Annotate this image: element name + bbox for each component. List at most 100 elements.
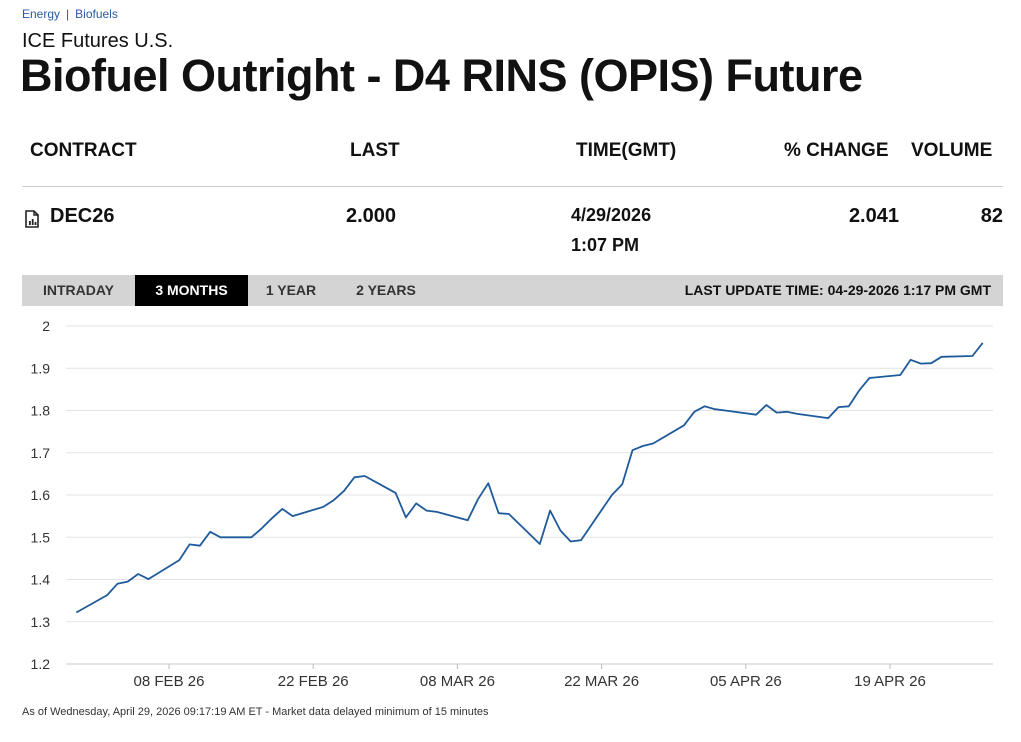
data-point xyxy=(796,413,798,415)
last-cell: 2.000 xyxy=(346,205,397,227)
breadcrumb-biofuels-link[interactable]: Biofuels xyxy=(75,7,118,21)
tab-3-months[interactable]: 3 MONTHS xyxy=(135,275,248,306)
data-point xyxy=(549,509,551,511)
y-tick-label: 1.8 xyxy=(31,403,51,419)
data-point xyxy=(765,404,767,406)
data-point xyxy=(611,494,613,496)
data-point xyxy=(75,611,77,613)
data-point xyxy=(415,502,417,504)
data-point xyxy=(436,511,438,513)
y-tick-label: 2 xyxy=(42,318,50,334)
data-point xyxy=(487,482,489,484)
data-point xyxy=(178,559,180,561)
data-point xyxy=(982,342,984,344)
data-point xyxy=(786,411,788,413)
data-point xyxy=(250,536,252,538)
data-point xyxy=(642,445,644,447)
table-divider xyxy=(22,186,1003,187)
last-update-time: LAST UPDATE TIME: 04-29-2026 1:17 PM GMT xyxy=(684,282,991,298)
data-point xyxy=(467,519,469,521)
data-point xyxy=(261,527,263,529)
x-tick-label: 05 APR 26 xyxy=(710,673,782,690)
data-point xyxy=(827,417,829,419)
tab-intraday[interactable]: INTRADAY xyxy=(42,282,115,298)
data-point xyxy=(281,508,283,510)
breadcrumb-separator: | xyxy=(66,7,70,21)
data-point xyxy=(477,498,479,500)
data-point xyxy=(621,483,623,485)
data-point xyxy=(199,545,201,547)
time-cell: 1:07 PM xyxy=(571,235,640,255)
data-point xyxy=(539,543,541,545)
data-point xyxy=(271,517,273,519)
data-delay-footnote: As of Wednesday, April 29, 2026 09:17:19… xyxy=(22,706,489,718)
price-line-chart: 2 1.9 1.8 1.7 1.6 1.5 1.4 1.3 1.2 08 FEB 26 22 FEB… xyxy=(31,318,993,690)
x-tick-label: 22 MAR 26 xyxy=(564,673,639,690)
volume-header: VOLUME xyxy=(911,140,993,161)
data-point xyxy=(693,411,695,413)
y-tick-label: 1.2 xyxy=(31,656,51,672)
data-point xyxy=(920,362,922,364)
data-point xyxy=(652,442,654,444)
x-tick-label: 19 APR 26 xyxy=(854,673,926,690)
exchange-name: ICE Futures U.S. xyxy=(22,30,174,52)
page-title: Biofuel Outright - D4 RINS (OPIS) Future xyxy=(20,50,863,101)
data-point xyxy=(353,476,355,478)
contract-cell[interactable]: DEC26 xyxy=(50,205,115,227)
pct-change-header: % CHANGE xyxy=(784,140,889,161)
data-point xyxy=(508,513,510,515)
data-point xyxy=(322,506,324,508)
data-point xyxy=(940,356,942,358)
data-point xyxy=(188,543,190,545)
tab-1-year[interactable]: 1 YEAR xyxy=(265,282,317,298)
price-series-line xyxy=(75,342,984,614)
data-point xyxy=(899,374,901,376)
data-point xyxy=(776,411,778,413)
volume-cell: 82 xyxy=(980,205,1003,227)
data-point xyxy=(106,594,108,596)
y-tick-label: 1.9 xyxy=(31,360,51,376)
data-point xyxy=(291,515,293,517)
data-point xyxy=(724,409,726,411)
data-point xyxy=(848,405,850,407)
data-point xyxy=(580,539,582,541)
y-tick-label: 1.6 xyxy=(31,487,51,503)
data-point xyxy=(394,492,396,494)
pct-change-cell: 2.041 xyxy=(848,205,899,227)
y-tick-label: 1.4 xyxy=(31,572,51,588)
breadcrumb: Energy | Biofuels xyxy=(22,7,118,21)
data-point xyxy=(930,362,932,364)
x-tick-label: 08 FEB 26 xyxy=(134,673,205,690)
x-tick-label: 08 MAR 26 xyxy=(420,673,495,690)
data-point xyxy=(147,578,149,580)
breadcrumb-energy-link[interactable]: Energy xyxy=(22,7,61,21)
data-point xyxy=(127,580,129,582)
data-point xyxy=(909,359,911,361)
y-tick-label: 1.5 xyxy=(31,529,51,545)
data-point xyxy=(971,355,973,357)
last-header: LAST xyxy=(350,140,400,161)
time-header: TIME(GMT) xyxy=(576,140,677,161)
data-point xyxy=(631,449,633,451)
data-point xyxy=(343,490,345,492)
data-point xyxy=(219,536,221,538)
data-point xyxy=(714,408,716,410)
tab-2-years[interactable]: 2 YEARS xyxy=(356,282,416,298)
contract-header: CONTRACT xyxy=(30,140,137,161)
data-point xyxy=(703,405,705,407)
data-point xyxy=(868,377,870,379)
x-tick-label: 22 FEB 26 xyxy=(278,673,349,690)
data-point xyxy=(837,406,839,408)
data-point xyxy=(570,540,572,542)
data-point xyxy=(497,512,499,514)
data-point xyxy=(683,424,685,426)
data-point xyxy=(137,573,139,575)
document-chart-icon[interactable] xyxy=(24,210,40,228)
date-cell: 4/29/2026 xyxy=(571,205,652,225)
data-point xyxy=(559,529,561,531)
y-tick-label: 1.3 xyxy=(31,614,51,630)
data-point xyxy=(405,516,407,518)
data-point xyxy=(209,531,211,533)
data-point xyxy=(755,414,757,416)
chart-range-tabs: INTRADAY 3 MONTHS 1 YEAR 2 YEARS LAST UP… xyxy=(22,275,1003,306)
